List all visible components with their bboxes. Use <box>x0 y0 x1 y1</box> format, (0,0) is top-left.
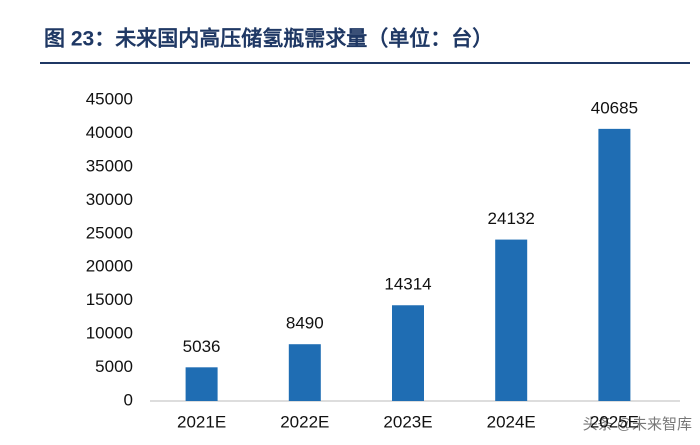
bar <box>185 367 218 401</box>
y-tick-label: 40000 <box>86 123 133 142</box>
x-tick-label: 2023E <box>383 412 432 431</box>
y-tick-label: 45000 <box>86 89 133 108</box>
y-tick-label: 20000 <box>86 257 133 276</box>
y-tick-label: 35000 <box>86 156 133 175</box>
y-tick-label: 15000 <box>86 290 133 309</box>
y-tick-label: 5000 <box>95 357 133 376</box>
bar <box>392 305 424 401</box>
data-label: 40685 <box>591 98 638 117</box>
x-tick-label: 2021E <box>177 412 226 431</box>
data-label: 5036 <box>183 337 221 356</box>
y-tick-label: 10000 <box>86 324 133 343</box>
bar <box>598 128 631 401</box>
x-tick-label: 2024E <box>487 412 536 431</box>
bar <box>288 344 321 401</box>
data-label: 8490 <box>286 314 324 333</box>
x-tick-label: 2022E <box>280 412 329 431</box>
y-tick-label: 25000 <box>86 223 133 242</box>
watermark: 头条 @未来智库 <box>583 415 692 433</box>
data-label: 14314 <box>384 275 431 294</box>
chart-title: 图 23：未来国内高压储氢瓶需求量（单位：台） <box>44 27 493 51</box>
y-tick-label: 30000 <box>86 190 133 209</box>
x-tick-label: 2025E <box>590 412 639 431</box>
data-label: 24132 <box>488 209 535 228</box>
bar <box>495 239 528 401</box>
y-tick-label: 0 <box>124 390 133 409</box>
